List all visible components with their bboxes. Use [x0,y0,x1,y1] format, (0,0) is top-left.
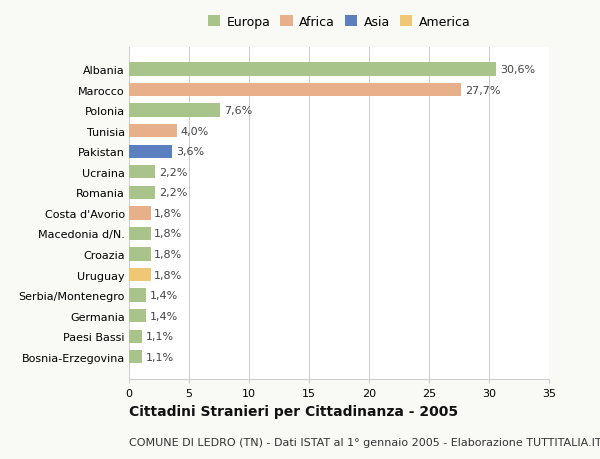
Text: 1,8%: 1,8% [154,229,182,239]
Bar [129,207,151,220]
Bar [129,125,177,138]
Text: 1,8%: 1,8% [154,249,182,259]
Bar [129,63,496,77]
Bar [129,104,220,118]
Text: 1,4%: 1,4% [149,291,178,301]
Text: COMUNE DI LEDRO (TN) - Dati ISTAT al 1° gennaio 2005 - Elaborazione TUTTITALIA.I: COMUNE DI LEDRO (TN) - Dati ISTAT al 1° … [129,437,600,447]
Text: 3,6%: 3,6% [176,147,204,157]
Bar [129,269,151,282]
Bar [129,145,172,158]
Bar [129,248,151,261]
Bar [129,330,142,343]
Text: 2,2%: 2,2% [159,168,187,178]
Text: Cittadini Stranieri per Cittadinanza - 2005: Cittadini Stranieri per Cittadinanza - 2… [129,404,458,419]
Text: 1,1%: 1,1% [146,352,174,362]
Bar [129,289,146,302]
Text: 1,1%: 1,1% [146,331,174,341]
Text: 1,4%: 1,4% [149,311,178,321]
Legend: Europa, Africa, Asia, America: Europa, Africa, Asia, America [205,13,473,31]
Bar [129,186,155,200]
Bar [129,309,146,323]
Text: 1,8%: 1,8% [154,270,182,280]
Bar [129,84,461,97]
Text: 1,8%: 1,8% [154,208,182,218]
Text: 7,6%: 7,6% [224,106,252,116]
Bar [129,166,155,179]
Bar [129,350,142,364]
Text: 27,7%: 27,7% [465,85,500,95]
Bar [129,227,151,241]
Text: 2,2%: 2,2% [159,188,187,198]
Text: 4,0%: 4,0% [181,126,209,136]
Text: 30,6%: 30,6% [500,65,535,75]
